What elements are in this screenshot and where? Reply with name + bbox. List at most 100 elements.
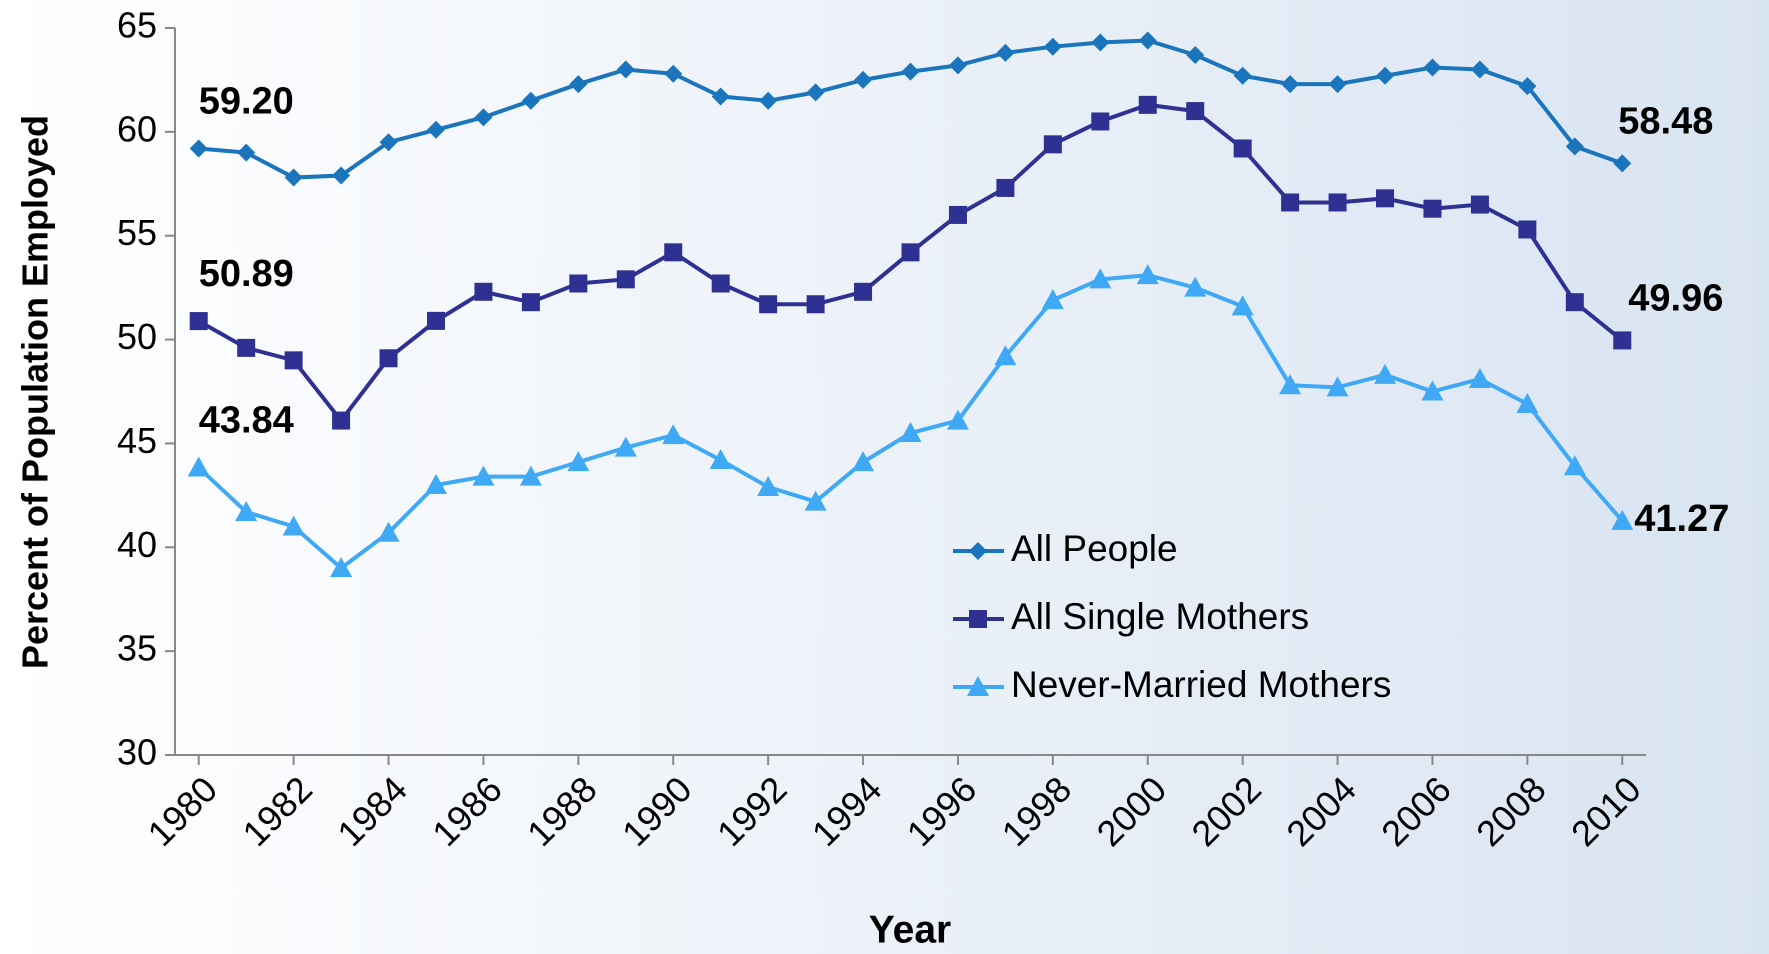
data-point <box>424 473 447 494</box>
data-point <box>1279 374 1302 395</box>
data-point <box>1136 264 1159 285</box>
data-point <box>1563 455 1586 476</box>
data-point <box>1518 77 1537 96</box>
data-label: 59.20 <box>199 81 294 123</box>
data-point <box>1138 31 1157 50</box>
data-point <box>189 139 208 158</box>
data-point <box>426 120 445 139</box>
data-point <box>711 87 730 106</box>
data-point <box>1423 58 1442 77</box>
data-point <box>474 282 493 301</box>
data-label: 58.48 <box>1618 100 1713 142</box>
data-point <box>569 274 588 293</box>
data-point <box>377 521 400 542</box>
data-point <box>1374 363 1397 384</box>
data-point <box>187 456 210 477</box>
data-label: 50.89 <box>199 253 294 295</box>
data-point <box>521 91 540 110</box>
data-point <box>567 451 590 472</box>
data-point <box>901 243 920 262</box>
data-point <box>1518 220 1537 239</box>
data-point <box>901 62 920 81</box>
data-point <box>1089 268 1112 289</box>
data-point <box>1091 112 1110 131</box>
y-tick-label: 35 <box>117 628 157 669</box>
data-point <box>189 312 208 331</box>
data-point <box>379 133 398 152</box>
data-point <box>1233 139 1252 158</box>
data-point <box>379 349 398 368</box>
data-point <box>1091 33 1110 52</box>
data-point <box>1186 46 1205 65</box>
data-point <box>472 465 495 486</box>
data-point <box>235 500 258 521</box>
data-point <box>1376 189 1395 208</box>
data-point <box>948 205 967 224</box>
data-point <box>1043 37 1062 56</box>
y-tick-label: 45 <box>117 420 157 461</box>
data-point <box>332 411 351 430</box>
legend-label: All Single Mothers <box>1011 596 1309 637</box>
data-point <box>1043 135 1062 154</box>
data-point <box>1328 193 1347 212</box>
legend-label: Never-Married Mothers <box>1011 664 1391 705</box>
data-point <box>237 143 256 162</box>
data-point <box>284 351 303 370</box>
data-point <box>569 75 588 94</box>
y-tick-label: 50 <box>117 316 157 357</box>
data-point <box>854 282 873 301</box>
y-tick-label: 30 <box>117 732 157 773</box>
data-point <box>1328 75 1347 94</box>
y-tick-label: 60 <box>117 108 157 149</box>
y-tick-label: 65 <box>117 5 157 46</box>
data-point <box>757 476 780 497</box>
data-point <box>1231 295 1254 316</box>
data-point <box>614 436 637 457</box>
data-point <box>1613 331 1632 350</box>
data-point <box>806 83 825 102</box>
x-axis-title: Year <box>869 908 951 951</box>
data-point <box>854 70 873 89</box>
data-label: 43.84 <box>199 400 294 442</box>
legend-marker <box>969 542 987 560</box>
data-point <box>711 274 730 293</box>
y-tick-label: 55 <box>117 212 157 253</box>
data-point <box>996 43 1015 62</box>
data-point <box>332 166 351 185</box>
data-point <box>237 338 256 357</box>
data-point <box>1186 102 1205 121</box>
data-label: 41.27 <box>1634 498 1729 540</box>
data-point <box>664 64 683 83</box>
data-point <box>1470 60 1489 79</box>
data-point <box>662 424 685 445</box>
data-point <box>664 243 683 262</box>
data-point <box>1565 293 1584 312</box>
data-point <box>616 270 635 289</box>
data-point <box>1281 75 1300 94</box>
data-point <box>852 451 875 472</box>
data-point <box>899 422 922 443</box>
data-point <box>948 56 967 75</box>
data-point <box>1233 66 1252 85</box>
data-point <box>1421 380 1444 401</box>
data-point <box>1565 137 1584 156</box>
legend-marker <box>969 610 987 628</box>
y-axis-title: Percent of Population Employed <box>15 115 56 669</box>
data-label: 49.96 <box>1628 277 1723 319</box>
data-point <box>426 311 445 330</box>
data-point <box>1138 95 1157 114</box>
data-point <box>806 295 825 314</box>
data-point <box>521 293 540 312</box>
data-point <box>284 168 303 187</box>
data-point <box>1516 392 1539 413</box>
data-point <box>946 409 969 430</box>
data-point <box>1611 509 1634 530</box>
data-point <box>1423 199 1442 218</box>
data-point <box>1326 376 1349 397</box>
data-point <box>804 490 827 511</box>
data-point <box>759 295 778 314</box>
data-point <box>282 515 305 536</box>
data-point <box>994 345 1017 366</box>
